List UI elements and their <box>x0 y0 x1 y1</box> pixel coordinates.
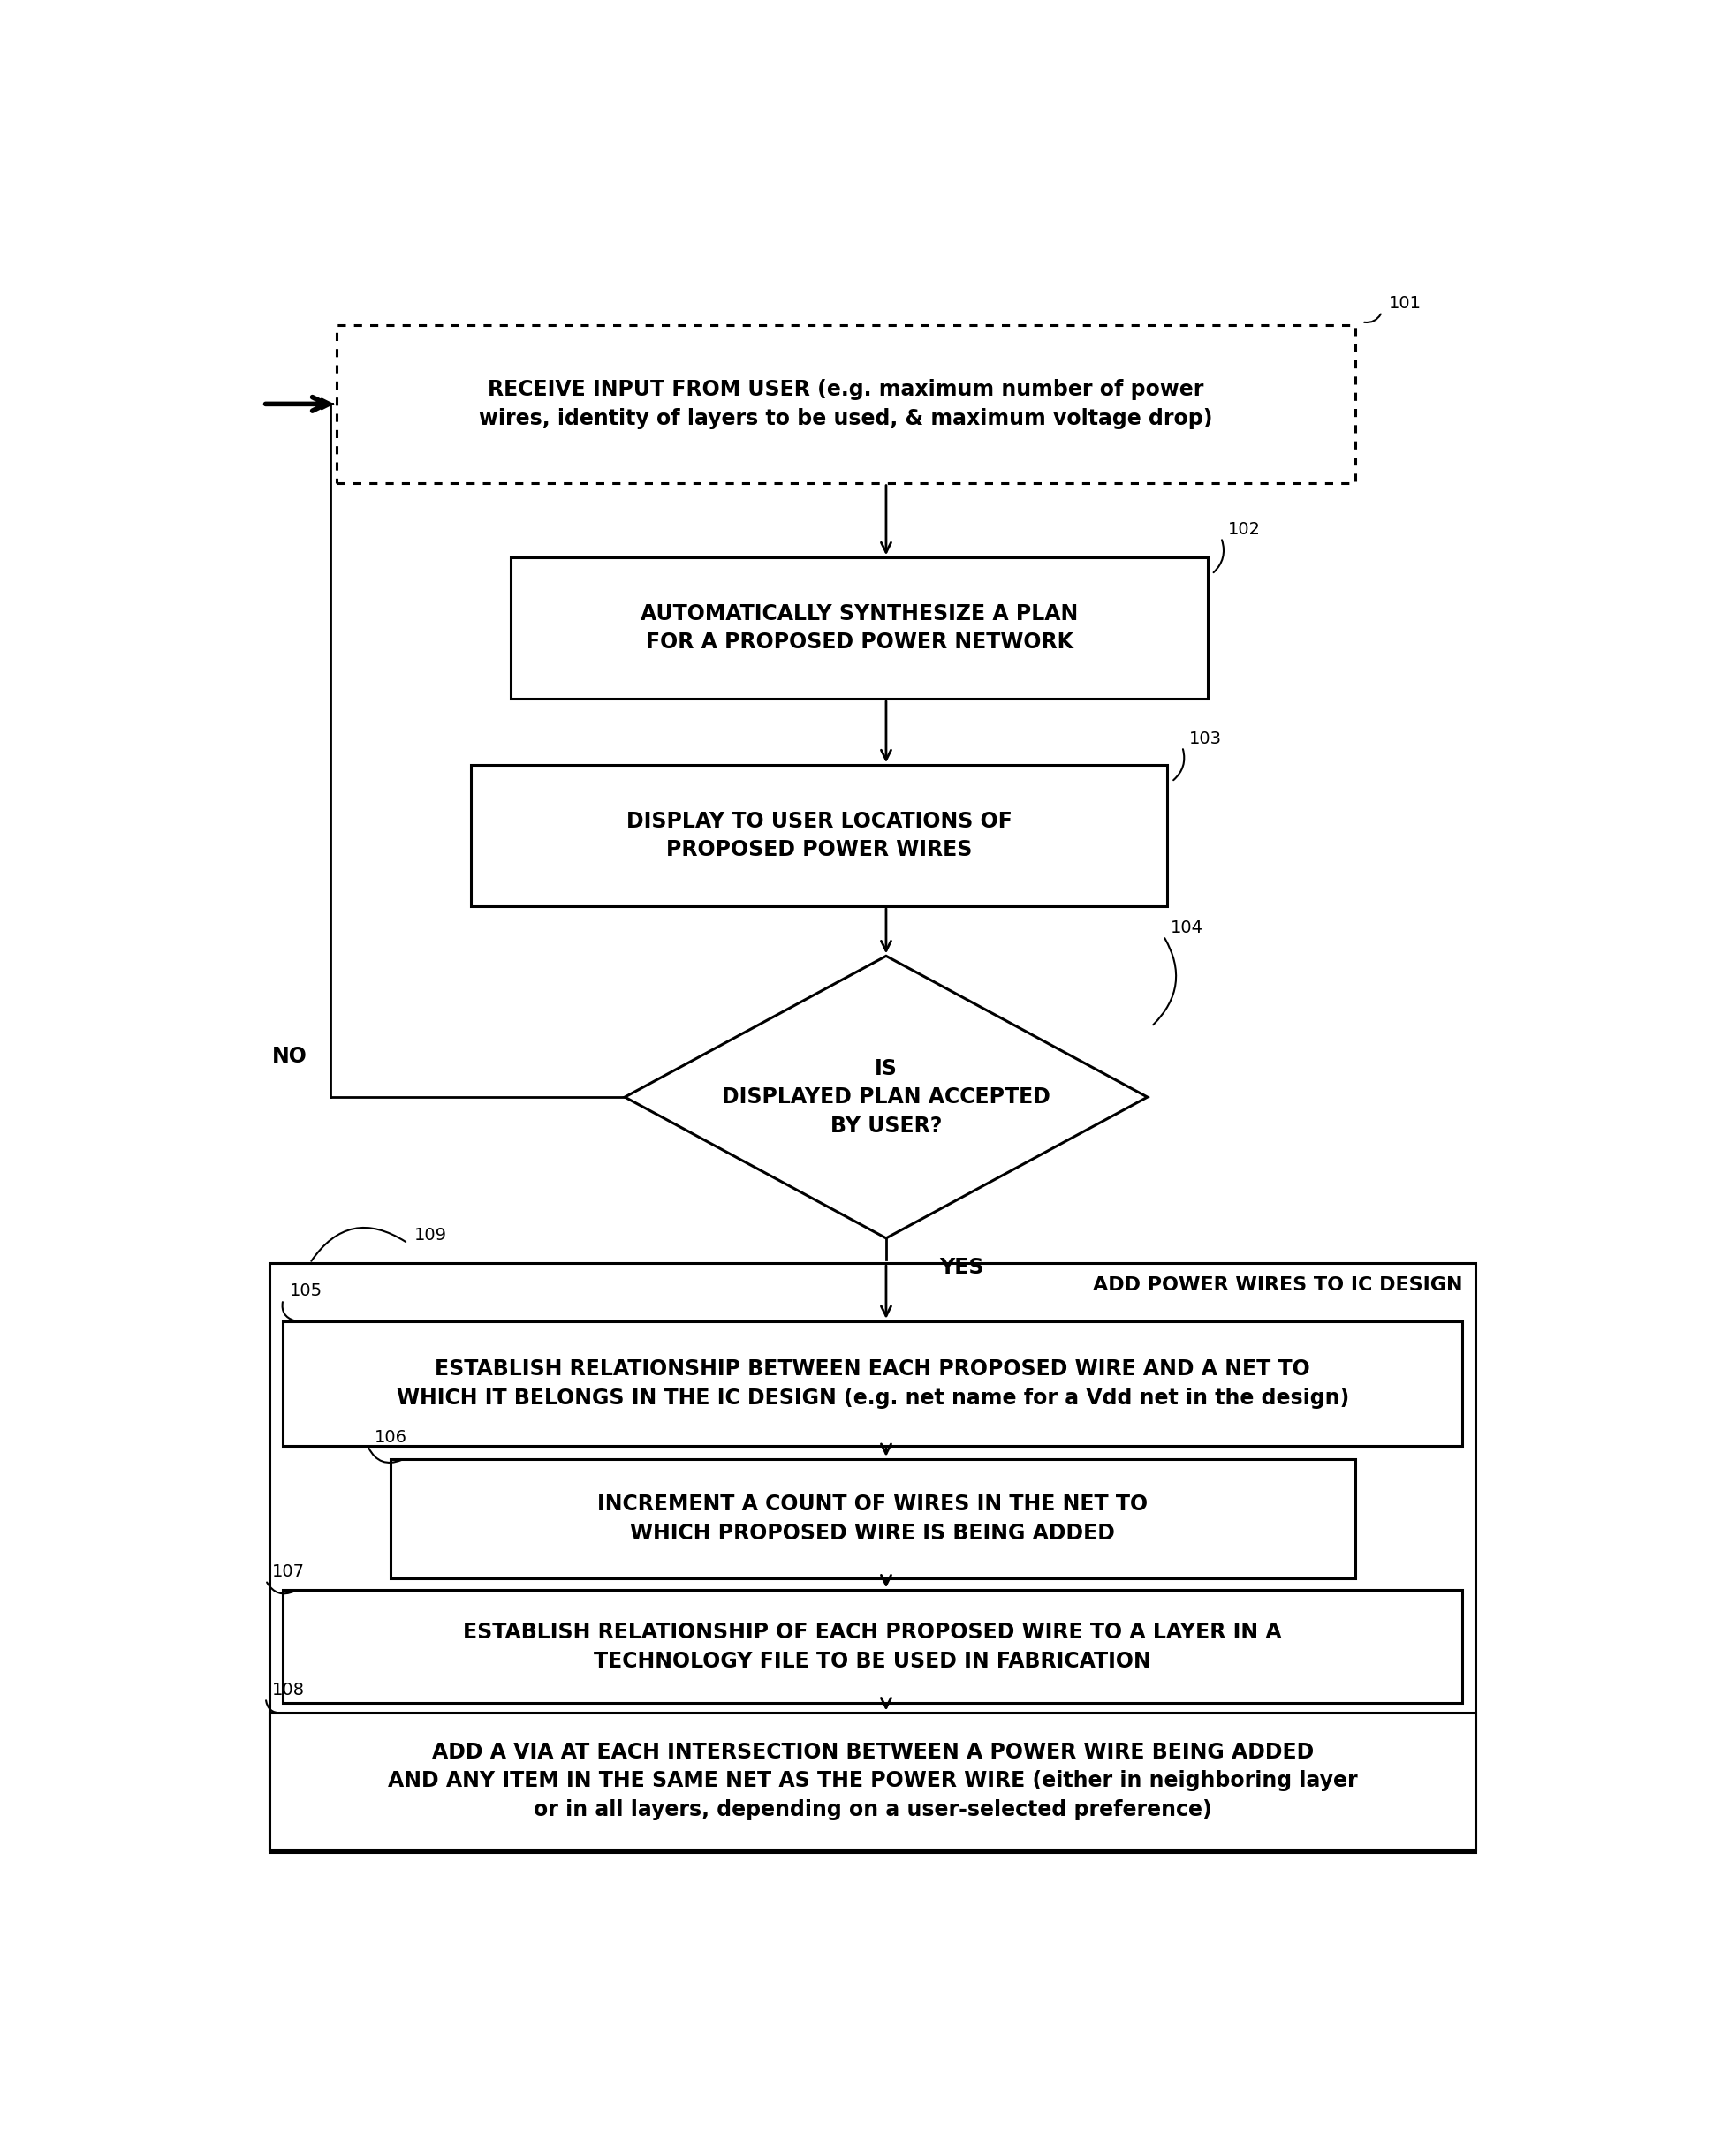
Text: 108: 108 <box>273 1682 304 1699</box>
Text: RECEIVE INPUT FROM USER (e.g. maximum number of power
wires, identity of layers : RECEIVE INPUT FROM USER (e.g. maximum nu… <box>479 379 1212 429</box>
Text: ESTABLISH RELATIONSHIP BETWEEN EACH PROPOSED WIRE AND A NET TO
WHICH IT BELONGS : ESTABLISH RELATIONSHIP BETWEEN EACH PROP… <box>396 1358 1349 1408</box>
Text: ADD A VIA AT EACH INTERSECTION BETWEEN A POWER WIRE BEING ADDED
AND ANY ITEM IN : ADD A VIA AT EACH INTERSECTION BETWEEN A… <box>387 1742 1357 1820</box>
Bar <box>512 558 1209 699</box>
Bar <box>470 765 1167 906</box>
Text: 102: 102 <box>1228 522 1260 537</box>
Bar <box>270 1263 1477 1852</box>
Text: INCREMENT A COUNT OF WIRES IN THE NET TO
WHICH PROPOSED WIRE IS BEING ADDED: INCREMENT A COUNT OF WIRES IN THE NET TO… <box>598 1494 1148 1544</box>
Text: 101: 101 <box>1388 295 1421 313</box>
Text: ESTABLISH RELATIONSHIP OF EACH PROPOSED WIRE TO A LAYER IN A
TECHNOLOGY FILE TO : ESTABLISH RELATIONSHIP OF EACH PROPOSED … <box>463 1621 1281 1671</box>
Text: 107: 107 <box>273 1563 304 1580</box>
Bar <box>391 1460 1356 1578</box>
Bar <box>270 1714 1477 1850</box>
Bar <box>337 326 1356 483</box>
Text: DISPLAY TO USER LOCATIONS OF
PROPOSED POWER WIRES: DISPLAY TO USER LOCATIONS OF PROPOSED PO… <box>626 811 1011 860</box>
Text: AUTOMATICALLY SYNTHESIZE A PLAN
FOR A PROPOSED POWER NETWORK: AUTOMATICALLY SYNTHESIZE A PLAN FOR A PR… <box>640 604 1079 653</box>
Bar <box>284 1591 1463 1703</box>
Polygon shape <box>624 955 1148 1238</box>
Text: 105: 105 <box>290 1283 323 1300</box>
Text: IS
DISPLAYED PLAN ACCEPTED
BY USER?: IS DISPLAYED PLAN ACCEPTED BY USER? <box>721 1059 1051 1136</box>
Text: 103: 103 <box>1190 731 1222 746</box>
Text: ADD POWER WIRES TO IC DESIGN: ADD POWER WIRES TO IC DESIGN <box>1093 1276 1463 1294</box>
Text: 104: 104 <box>1171 918 1203 936</box>
Text: 106: 106 <box>373 1429 406 1447</box>
Text: NO: NO <box>271 1046 308 1067</box>
Text: YES: YES <box>941 1257 984 1279</box>
Bar <box>284 1322 1463 1447</box>
Text: 109: 109 <box>415 1227 448 1244</box>
